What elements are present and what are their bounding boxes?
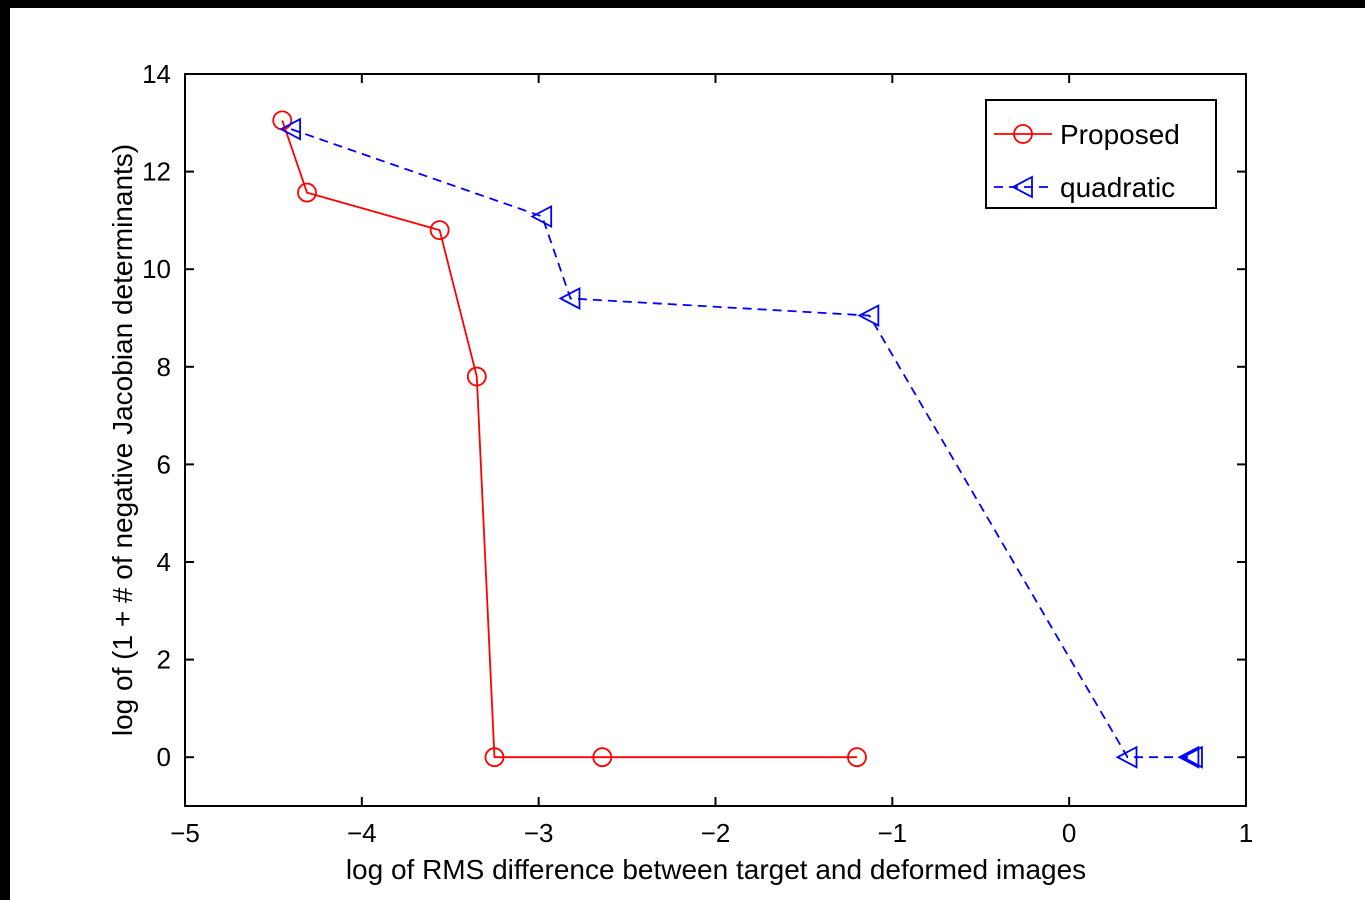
legend-box bbox=[985, 99, 1217, 209]
data-point-quadratic bbox=[1115, 745, 1138, 769]
y-tick-label: 2 bbox=[157, 645, 171, 675]
y-axis-title: log of (1 + # of negative Jacobian deter… bbox=[107, 144, 138, 736]
data-point-quadratic bbox=[1177, 745, 1200, 769]
data-point-quadratic bbox=[1181, 745, 1203, 769]
data-point-quadratic bbox=[530, 205, 553, 228]
legend: Proposed quadratic bbox=[985, 99, 1217, 209]
series-proposed bbox=[272, 110, 867, 768]
legend-label-quadratic: quadratic bbox=[1060, 172, 1175, 203]
y-tick-label: 8 bbox=[157, 352, 171, 382]
x-tick-label: −4 bbox=[347, 818, 377, 848]
y-tick-label: 0 bbox=[157, 742, 171, 772]
data-point-proposed bbox=[466, 366, 487, 387]
legend-label-proposed: Proposed bbox=[1060, 119, 1180, 150]
y-tick-label: 6 bbox=[157, 449, 171, 479]
x-tick-label: −3 bbox=[524, 818, 554, 848]
data-point-proposed bbox=[484, 747, 505, 768]
y-tick-label: 12 bbox=[142, 157, 171, 187]
y-tick-label: 4 bbox=[157, 547, 171, 577]
data-point-proposed bbox=[297, 182, 317, 203]
series-line-quadratic bbox=[290, 128, 1193, 759]
legend-marker-proposed bbox=[1013, 124, 1033, 144]
y-tick-label: 10 bbox=[142, 254, 171, 284]
series-layer bbox=[272, 110, 1203, 769]
x-tick-label: −1 bbox=[878, 818, 908, 848]
data-point-quadratic bbox=[558, 286, 581, 310]
legend-marker-quadratic bbox=[1011, 175, 1033, 199]
series-line-proposed bbox=[281, 120, 857, 759]
x-tick-label: 0 bbox=[1062, 818, 1076, 848]
data-point-proposed bbox=[847, 747, 867, 768]
series-quadratic bbox=[279, 117, 1203, 769]
data-point-proposed bbox=[429, 220, 450, 241]
x-axis-title: log of RMS difference between target and… bbox=[346, 854, 1086, 885]
data-point-quadratic bbox=[279, 117, 302, 141]
data-point-proposed bbox=[592, 747, 613, 768]
x-tick-label: 1 bbox=[1239, 818, 1253, 848]
y-tick-label: 14 bbox=[142, 59, 171, 89]
data-point-quadratic bbox=[857, 304, 880, 328]
x-tick-label: −2 bbox=[701, 818, 731, 848]
x-tick-label: −5 bbox=[170, 818, 200, 848]
